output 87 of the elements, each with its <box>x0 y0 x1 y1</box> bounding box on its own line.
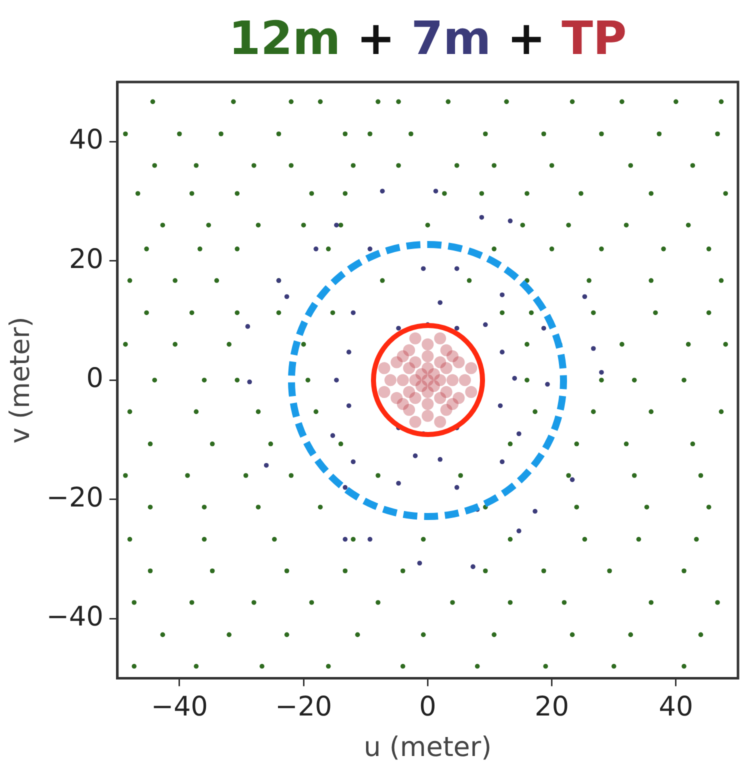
point <box>284 294 290 300</box>
point <box>465 362 478 374</box>
point <box>582 294 588 300</box>
point <box>420 266 426 272</box>
point <box>396 326 401 331</box>
point <box>590 346 596 351</box>
x-tick-label: −40 <box>150 691 208 722</box>
point <box>422 350 434 362</box>
point <box>247 379 252 384</box>
point <box>434 416 446 428</box>
x-tick-label: 0 <box>419 691 436 722</box>
point <box>434 356 446 368</box>
point <box>409 356 422 368</box>
point <box>422 386 434 398</box>
point <box>334 222 339 228</box>
point <box>446 374 459 386</box>
point <box>342 485 348 490</box>
point <box>541 326 546 331</box>
point <box>422 338 434 350</box>
point <box>409 374 422 386</box>
x-tick-label: 40 <box>658 691 694 722</box>
point <box>454 326 460 331</box>
point <box>245 324 250 329</box>
point <box>412 453 418 458</box>
point <box>512 376 517 381</box>
point <box>350 459 356 464</box>
point <box>545 382 550 387</box>
point <box>500 459 505 464</box>
y-tick-label: −20 <box>46 482 104 514</box>
point <box>368 536 372 542</box>
point <box>434 332 446 344</box>
point <box>508 218 513 224</box>
point <box>396 350 409 362</box>
point <box>380 188 385 194</box>
point <box>454 485 460 490</box>
y-tick-label: 20 <box>69 244 104 275</box>
y-tick-label: 0 <box>86 363 104 394</box>
chart-title: 12m + 7m + TP <box>228 10 627 65</box>
point <box>409 332 422 344</box>
y-axis-title: v (meter) <box>5 316 36 444</box>
point <box>409 416 422 428</box>
point <box>264 462 269 468</box>
point <box>438 456 442 462</box>
point <box>570 477 575 482</box>
point <box>417 560 422 566</box>
point <box>350 310 356 316</box>
point <box>334 378 339 382</box>
point <box>422 410 434 422</box>
point <box>599 370 604 375</box>
point <box>446 398 459 410</box>
point <box>500 292 505 298</box>
point <box>438 300 442 305</box>
x-tick-label: −20 <box>275 691 332 722</box>
point <box>516 528 522 534</box>
point <box>422 362 434 374</box>
point <box>314 246 318 252</box>
point <box>470 564 476 570</box>
point <box>433 188 438 194</box>
point <box>422 398 434 410</box>
point <box>378 362 390 374</box>
point <box>409 392 422 404</box>
point <box>516 431 522 436</box>
point <box>330 433 336 438</box>
point <box>396 374 409 386</box>
point <box>483 322 488 328</box>
point <box>346 350 352 354</box>
point <box>500 350 505 354</box>
point <box>368 246 372 252</box>
point <box>446 350 459 362</box>
point <box>465 386 478 398</box>
y-tick-label: −40 <box>46 602 104 633</box>
point <box>479 214 484 220</box>
point <box>434 392 446 404</box>
point <box>378 386 390 398</box>
point <box>396 398 409 410</box>
point <box>454 266 460 272</box>
point <box>384 374 396 386</box>
point <box>342 536 348 542</box>
point <box>458 374 471 386</box>
point <box>396 480 401 486</box>
point <box>346 403 352 408</box>
point <box>434 374 446 386</box>
y-tick-label: 40 <box>69 124 104 156</box>
x-axis-title: u (meter) <box>364 732 492 763</box>
point <box>498 403 503 408</box>
x-tick-label: 20 <box>534 691 569 722</box>
point <box>532 508 538 514</box>
